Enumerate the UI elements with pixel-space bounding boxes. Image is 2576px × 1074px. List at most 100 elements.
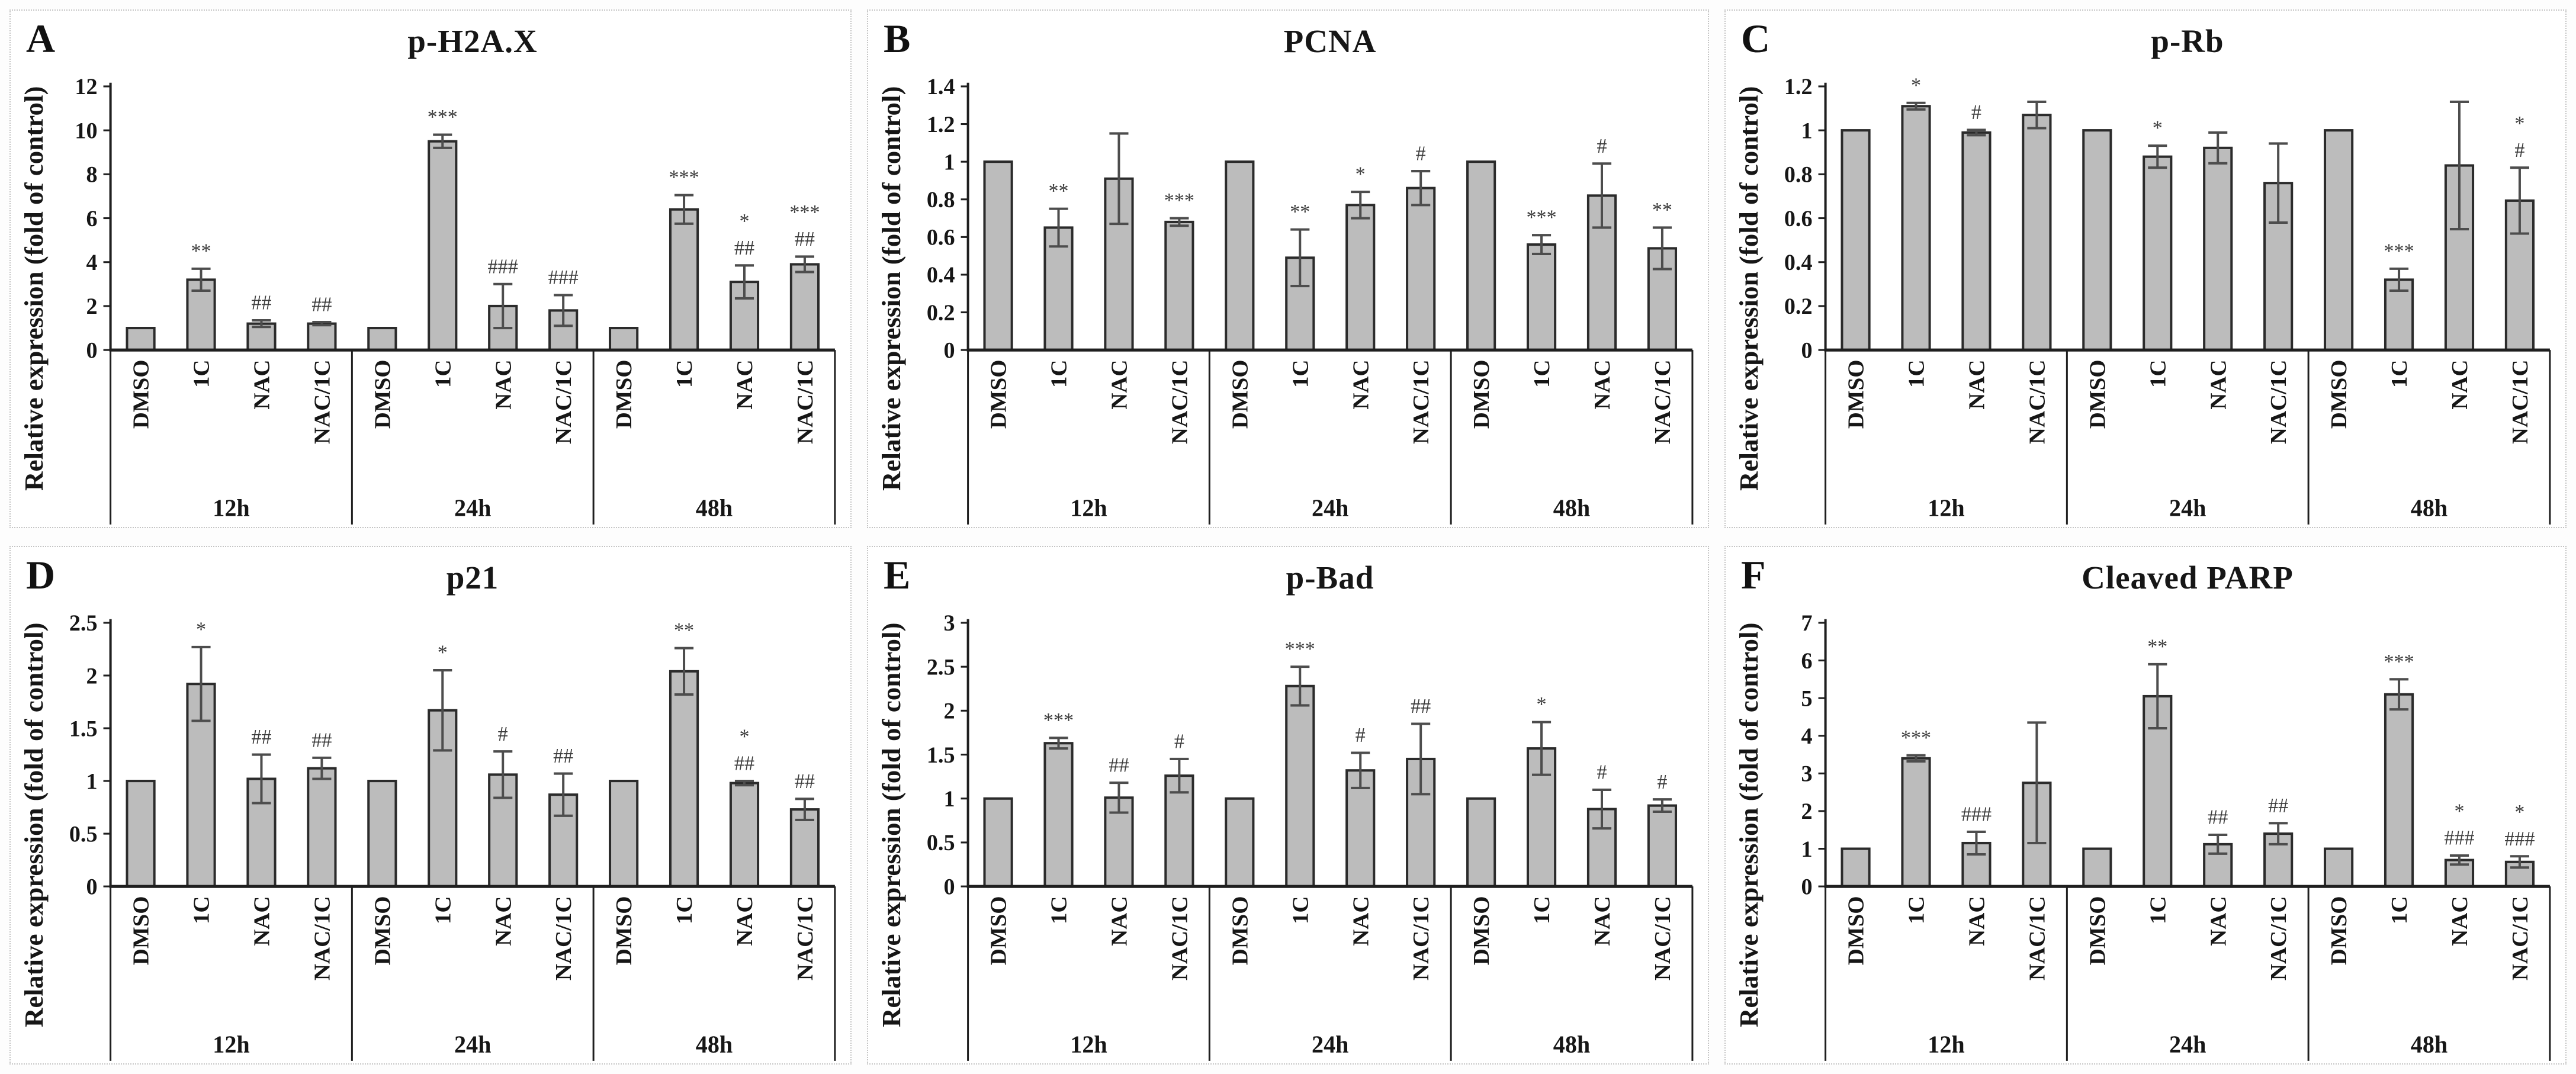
panel-letter: C <box>1741 16 1771 61</box>
bar <box>2384 693 2414 888</box>
category-label: NAC/1C <box>552 896 577 981</box>
bar <box>126 326 156 352</box>
category-label: NAC/1C <box>2267 896 2292 981</box>
bar <box>729 782 760 888</box>
significance-marker: ## <box>251 291 271 314</box>
panel-letter: F <box>1741 552 1766 597</box>
significance-marker: ## <box>311 729 332 751</box>
significance-marker: ## <box>795 770 815 793</box>
category-label: 1C <box>672 896 697 925</box>
category-label: 1C <box>1530 360 1554 388</box>
y-tick-label: 1.5 <box>69 716 98 741</box>
category-label: NAC <box>2447 896 2472 946</box>
significance-marker: # <box>1971 101 1981 124</box>
significance-marker: ## <box>251 726 271 748</box>
bar <box>983 797 1013 888</box>
y-tick-label: 0.4 <box>1784 250 1813 275</box>
bar <box>1225 160 1255 352</box>
significance-marker: *** <box>2384 240 2414 262</box>
chart-p21: 0 0.5 1 1.5 2 2.5 Relative expression (fold of… <box>11 547 850 1063</box>
y-tick-label: 6 <box>86 207 97 231</box>
y-axis-label: Relative expression (fold of control) <box>1735 86 1764 491</box>
y-tick-label: 4 <box>86 250 97 275</box>
bar <box>2082 847 2112 888</box>
y-tick-label: 7 <box>1801 611 1812 636</box>
chart-p-bad: 0 0.5 1 1.5 2 2.5 3 Relative expression (fold o… <box>868 547 1708 1063</box>
category-label: NAC/1C <box>310 896 335 981</box>
group-label: 12h <box>1928 1031 1964 1057</box>
bar <box>126 780 156 888</box>
y-tick-label: 2 <box>943 699 955 723</box>
category-label: NAC/1C <box>2508 896 2533 981</box>
y-tick-label: 1.2 <box>1784 75 1813 99</box>
category-label: DMSO <box>1469 896 1494 966</box>
category-label: DMSO <box>987 360 1011 429</box>
significance-marker: *** <box>2384 651 2414 673</box>
y-tick-label: 0 <box>86 338 97 363</box>
category-label: DMSO <box>371 896 396 966</box>
significance-marker: ## <box>734 237 754 259</box>
y-tick-label: 0 <box>943 874 955 899</box>
panel-title: Cleaved PARP <box>2082 559 2294 596</box>
category-label: NAC <box>1107 896 1132 946</box>
y-tick-label: 12 <box>75 75 97 99</box>
y-tick-label: 0 <box>1801 338 1812 363</box>
category-label: 1C <box>189 360 214 388</box>
bar <box>307 322 337 352</box>
y-tick-label: 0 <box>1801 874 1812 899</box>
y-tick-label: 4 <box>1801 724 1812 749</box>
bar <box>669 670 699 888</box>
group-label: 24h <box>454 1031 491 1057</box>
significance-marker: * <box>438 641 448 664</box>
significance-marker: *** <box>669 166 699 189</box>
y-axis-label: Relative expression (fold of control) <box>20 86 49 491</box>
significance-marker: *** <box>1043 709 1074 732</box>
panel-a: A p-H2A.X 0 2 4 6 8 10 12 Relative expression (… <box>9 9 852 528</box>
y-tick-label: 2 <box>86 294 97 319</box>
bar <box>1647 804 1678 888</box>
panel-letter: E <box>884 552 911 597</box>
y-tick-label: 0.2 <box>927 301 955 326</box>
bar <box>1345 204 1376 352</box>
y-tick-label: 1.4 <box>927 75 955 99</box>
bar <box>2324 847 2354 888</box>
bar <box>609 780 639 888</box>
category-label: NAC <box>492 896 516 946</box>
category-label: NAC <box>250 360 275 410</box>
significance-marker: * <box>1911 74 1921 97</box>
category-label: NAC <box>1107 360 1132 410</box>
significance-marker: *** <box>1526 206 1556 229</box>
category-label: NAC/1C <box>1650 360 1675 445</box>
category-label: 1C <box>1289 896 1313 925</box>
category-label: NAC/1C <box>1409 360 1434 445</box>
bar <box>789 263 820 352</box>
significance-marker: # <box>1356 724 1366 747</box>
category-label: DMSO <box>1228 360 1253 429</box>
group-label: 24h <box>454 494 491 521</box>
significance-marker: * <box>1537 693 1547 716</box>
significance-marker: ** <box>674 619 694 642</box>
category-label: 1C <box>1047 360 1072 388</box>
category-label: NAC/1C <box>793 896 818 981</box>
significance-marker: ** <box>1652 199 1672 221</box>
y-tick-label: 0.5 <box>69 822 98 847</box>
y-axis-label: Relative expression (fold of control) <box>1735 623 1764 1027</box>
category-label: 1C <box>431 360 456 388</box>
significance-marker: ### <box>488 255 518 278</box>
y-tick-label: 1.5 <box>927 743 955 768</box>
panel-title: PCNA <box>1283 23 1377 59</box>
panel-title: p-Bad <box>1286 559 1374 596</box>
group-label: 24h <box>2169 494 2206 521</box>
category-label: DMSO <box>1228 896 1253 966</box>
bar <box>2143 155 2173 352</box>
y-tick-label: 0.6 <box>927 225 955 250</box>
significance-marker: * <box>2514 112 2524 134</box>
group-label: 24h <box>1312 1031 1348 1057</box>
bar <box>428 140 458 352</box>
category-label: NAC <box>1590 896 1615 946</box>
significance-marker: ## <box>734 752 754 774</box>
panel-f: F Cleaved PARP 0 1 2 3 4 5 6 7 Relative expressi… <box>1724 546 2567 1065</box>
panel-letter: B <box>884 16 911 61</box>
bar <box>1961 131 1992 352</box>
